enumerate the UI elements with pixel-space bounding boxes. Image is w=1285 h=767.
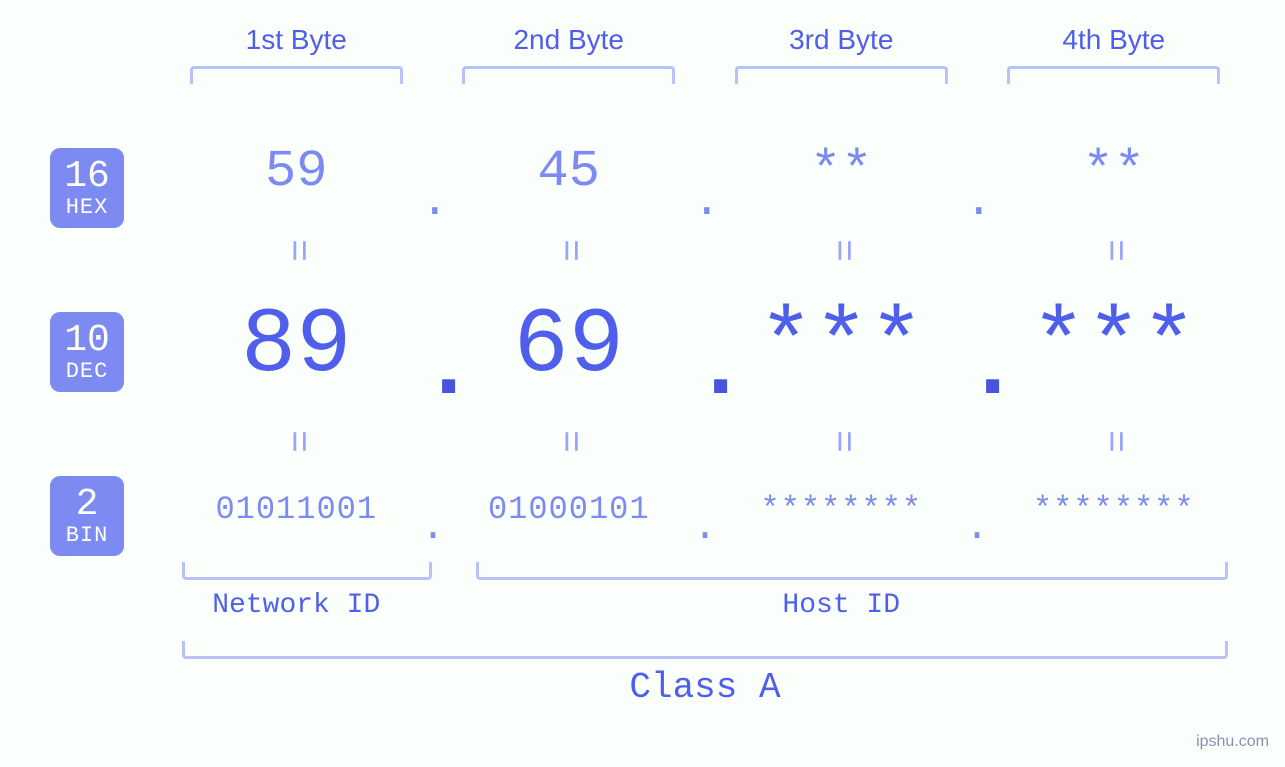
byte-label-1: 1st Byte bbox=[246, 24, 347, 56]
dot-separator: . bbox=[693, 506, 717, 551]
dot-separator: . bbox=[421, 176, 449, 228]
bin-value-3: ******** bbox=[760, 491, 922, 528]
class-label: Class A bbox=[160, 667, 1250, 708]
badge-hex-number: 16 bbox=[64, 157, 110, 197]
host-id-label: Host ID bbox=[433, 590, 1229, 621]
badge-hex-label: HEX bbox=[66, 196, 109, 219]
bracket-host-id bbox=[476, 562, 1228, 580]
byte-columns: 1st Byte 59 = 89 = 01011001 2nd Byte 45 … bbox=[160, 24, 1250, 528]
byte-column-4: 4th Byte ** = *** = ******** bbox=[978, 24, 1251, 528]
eq-icon: = bbox=[1092, 430, 1135, 453]
badge-bin: 2 BIN bbox=[50, 476, 124, 556]
dec-value-1: 89 bbox=[241, 300, 351, 392]
dot-separator: . bbox=[693, 316, 748, 421]
dot-separator: . bbox=[965, 506, 989, 551]
watermark: ipshu.com bbox=[1196, 733, 1269, 751]
bin-value-2: 01000101 bbox=[488, 491, 650, 528]
net-host-labels: Network ID Host ID bbox=[160, 590, 1250, 621]
ip-diagram: 16 HEX 10 DEC 2 BIN 1st Byte 59 = 89 = 0… bbox=[0, 0, 1285, 767]
dec-value-4: *** bbox=[1031, 300, 1197, 392]
eq-icon: = bbox=[820, 239, 863, 262]
byte-label-2: 2nd Byte bbox=[513, 24, 624, 56]
badge-bin-label: BIN bbox=[66, 524, 109, 547]
badge-dec-number: 10 bbox=[64, 321, 110, 361]
byte-label-4: 4th Byte bbox=[1062, 24, 1165, 56]
eq-icon: = bbox=[275, 239, 318, 262]
dec-value-2: 69 bbox=[514, 300, 624, 392]
bracket-top-1 bbox=[190, 66, 403, 84]
badge-bin-number: 2 bbox=[76, 485, 99, 525]
eq-icon: = bbox=[547, 239, 590, 262]
bracket-top-3 bbox=[735, 66, 948, 84]
bracket-top-4 bbox=[1007, 66, 1220, 84]
hex-value-2: 45 bbox=[538, 142, 600, 201]
bracket-class bbox=[182, 641, 1228, 659]
eq-icon: = bbox=[547, 430, 590, 453]
bracket-network-id bbox=[182, 562, 433, 580]
dot-separator: . bbox=[965, 316, 1020, 421]
network-id-label: Network ID bbox=[160, 590, 433, 621]
byte-column-3: 3rd Byte ** = *** = ******** bbox=[705, 24, 978, 528]
net-host-brackets bbox=[160, 562, 1250, 580]
eq-icon: = bbox=[820, 430, 863, 453]
hex-value-4: ** bbox=[1083, 142, 1145, 201]
hex-value-3: ** bbox=[810, 142, 872, 201]
dot-separator: . bbox=[693, 176, 721, 228]
badge-dec-label: DEC bbox=[66, 360, 109, 383]
byte-column-2: 2nd Byte 45 = 69 = 01000101 bbox=[433, 24, 706, 528]
dot-separator: . bbox=[421, 506, 445, 551]
eq-icon: = bbox=[1092, 239, 1135, 262]
byte-column-1: 1st Byte 59 = 89 = 01011001 bbox=[160, 24, 433, 528]
badge-dec: 10 DEC bbox=[50, 312, 124, 392]
badge-hex: 16 HEX bbox=[50, 148, 124, 228]
hex-value-1: 59 bbox=[265, 142, 327, 201]
bin-value-4: ******** bbox=[1033, 491, 1195, 528]
dot-separator: . bbox=[965, 176, 993, 228]
lower-brackets: Network ID Host ID Class A bbox=[160, 562, 1250, 708]
byte-label-3: 3rd Byte bbox=[789, 24, 893, 56]
bracket-top-2 bbox=[462, 66, 675, 84]
dot-separator: . bbox=[421, 316, 476, 421]
eq-icon: = bbox=[275, 430, 318, 453]
dec-value-3: *** bbox=[758, 300, 924, 392]
bin-value-1: 01011001 bbox=[215, 491, 377, 528]
